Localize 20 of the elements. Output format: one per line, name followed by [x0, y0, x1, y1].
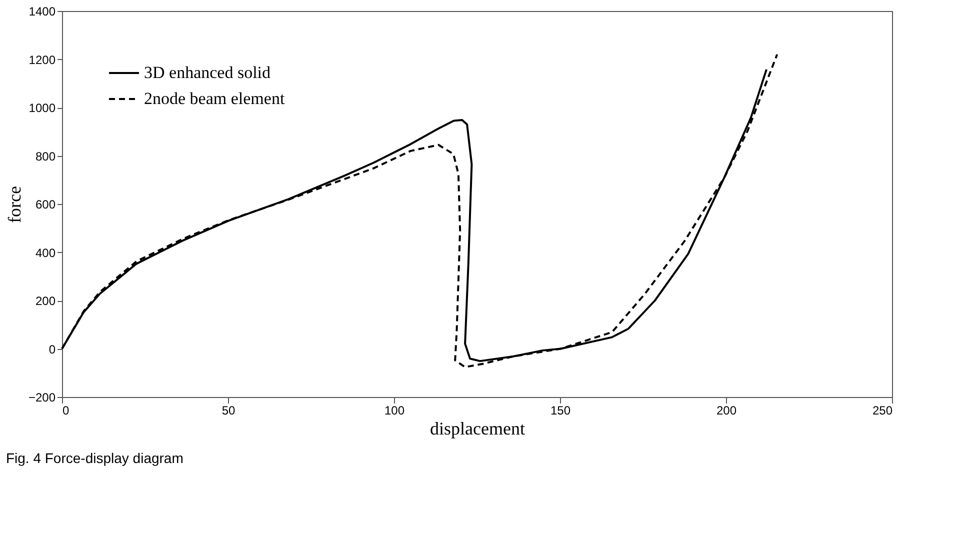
caption: Fig. 4 Force-display diagram: [6, 450, 184, 466]
x-tick-label: 100: [384, 404, 405, 418]
x-tick-label: 200: [716, 404, 737, 418]
x-tick-label: 150: [550, 404, 571, 418]
y-tick-label: −200: [28, 390, 56, 404]
y-tick-label: 800: [35, 149, 56, 164]
y-tick-label: 1400: [28, 4, 56, 18]
x-tick-label: 0: [62, 404, 70, 418]
y-tick-label: 400: [35, 246, 56, 260]
y-tick-label: 1200: [28, 52, 56, 67]
x-tick-label: 50: [222, 404, 236, 418]
y-tick-label: 0: [48, 342, 56, 356]
legend-label: 2node beam element: [144, 89, 285, 108]
y-tick-label: 200: [35, 294, 56, 308]
y-axis-title: force: [4, 186, 24, 223]
x-axis-title: displacement: [430, 418, 525, 438]
x-tick-label: 250: [872, 404, 893, 418]
y-tick-label: 600: [35, 198, 56, 212]
legend-label: 3D enhanced solid: [144, 63, 272, 82]
y-tick-label: 1000: [28, 101, 56, 115]
